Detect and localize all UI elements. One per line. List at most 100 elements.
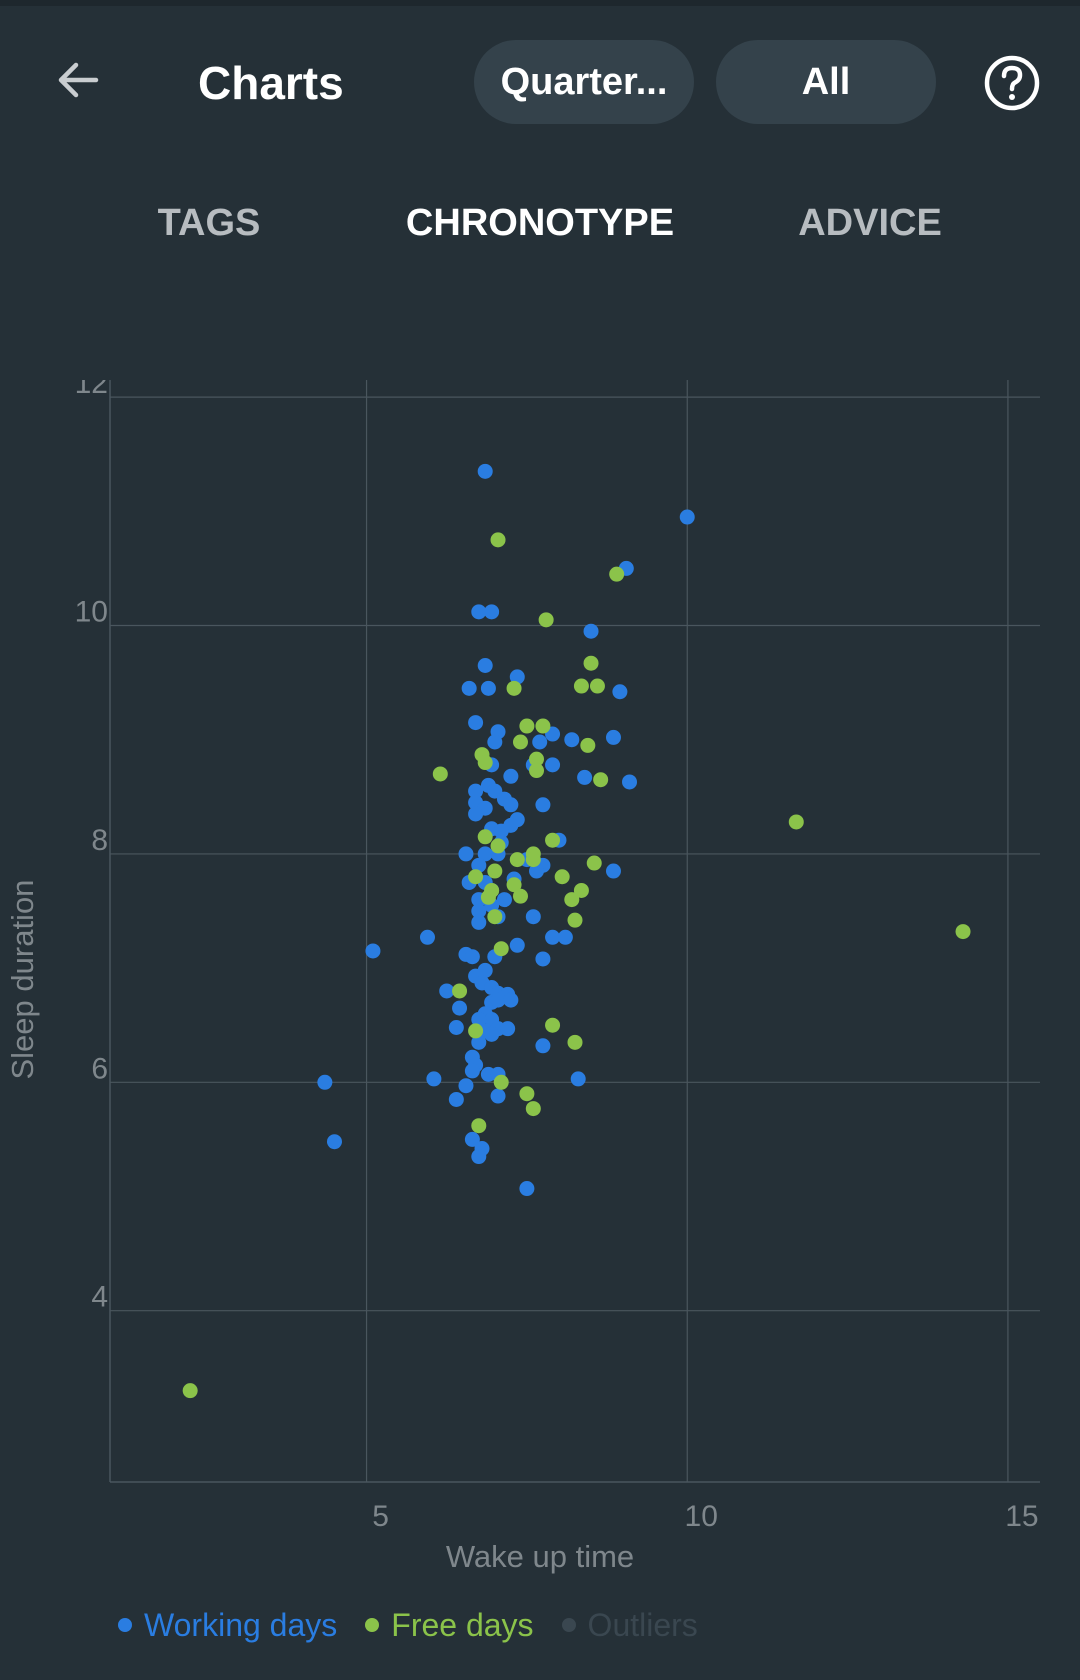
working-day-point — [471, 1149, 487, 1165]
working-day-point — [452, 1000, 468, 1016]
working-day-point — [448, 1019, 464, 1035]
working-day-point — [570, 1071, 586, 1087]
working-day-point — [503, 992, 519, 1008]
working-day-point — [509, 937, 525, 953]
legend-dot-outliers — [561, 1618, 576, 1632]
free-day-point — [512, 734, 528, 750]
legend-label-outliers: Outliers — [587, 1606, 698, 1643]
question-circle-icon — [984, 55, 1040, 111]
page-title: Charts — [198, 57, 344, 109]
free-day-point — [471, 1118, 487, 1134]
working-day-point — [529, 863, 545, 879]
free-day-point — [182, 1383, 198, 1399]
free-day-point — [955, 924, 971, 940]
free-day-point — [493, 941, 509, 957]
working-day-point — [605, 863, 621, 879]
working-day-point — [622, 774, 638, 790]
free-day-point — [487, 863, 503, 879]
free-day-point — [480, 889, 496, 905]
working-day-point — [471, 857, 487, 873]
chronotype-chart: 4 6 8 10 12 5 10 15 Wake up time Sleep duration — [0, 367, 1080, 1580]
working-day-point — [317, 1074, 333, 1090]
legend-item-working[interactable]: Working days — [118, 1607, 337, 1644]
scatter-plot: 4 6 8 10 12 5 10 15 Wake up time Sleep duration — [5, 367, 1040, 1574]
working-day-point — [464, 1063, 480, 1079]
free-day-point — [512, 888, 528, 904]
free-day-point — [529, 763, 545, 779]
working-day-point — [577, 769, 593, 785]
free-day-point — [490, 838, 506, 854]
working-day-point — [468, 783, 484, 799]
free-day-point — [487, 909, 503, 925]
working-day-point — [605, 729, 621, 745]
y-tick-label: 4 — [91, 1281, 108, 1314]
free-day-point — [583, 655, 599, 671]
working-day-point — [557, 929, 573, 945]
working-day-point — [439, 983, 455, 999]
x-tick-label: 5 — [372, 1500, 389, 1533]
working-day-point — [535, 951, 551, 967]
free-day-point — [477, 829, 493, 845]
working-day-point — [535, 797, 551, 813]
free-day-point — [586, 855, 602, 871]
working-day-point — [365, 943, 381, 959]
free-day-point — [567, 1034, 583, 1050]
working-day-point — [503, 768, 519, 784]
tab-tags[interactable]: TAGS — [157, 202, 261, 244]
working-day-point — [519, 1181, 535, 1197]
working-day-point — [471, 914, 487, 930]
working-day-point — [326, 1134, 342, 1150]
y-axis-title: Sleep duration — [5, 880, 40, 1080]
free-day-point — [509, 852, 525, 868]
tab-advice[interactable]: ADVICE — [798, 202, 942, 244]
working-day-point — [487, 734, 503, 750]
working-day-point — [468, 715, 484, 731]
free-day-point — [477, 755, 493, 771]
chart-legend: Working days Free days Outliers — [118, 1605, 726, 1645]
working-day-point — [564, 732, 580, 748]
free-day-point — [538, 612, 554, 628]
working-day-point — [496, 892, 512, 908]
working-day-point — [448, 1091, 464, 1107]
working-day-point — [477, 846, 493, 862]
working-day-point — [464, 1131, 480, 1147]
working-day-point — [468, 806, 484, 822]
free-day-point — [506, 877, 522, 893]
x-tick-label: 10 — [685, 1500, 718, 1533]
working-day-point — [493, 823, 509, 839]
legend-item-free[interactable]: Free days — [365, 1606, 534, 1644]
period-selector[interactable]: Quarter... — [474, 40, 694, 124]
legend-dot-free — [365, 1618, 380, 1632]
working-day-point — [484, 604, 500, 620]
free-day-point — [573, 678, 589, 694]
status-strip — [0, 0, 1080, 6]
free-day-point — [589, 678, 605, 694]
working-day-point — [545, 757, 561, 773]
working-day-point — [471, 903, 487, 919]
tab-chronotype[interactable]: CHRONOTYPE — [405, 202, 675, 244]
legend-item-outliers[interactable]: Outliers — [561, 1606, 698, 1644]
free-day-point — [490, 532, 506, 548]
working-day-point — [461, 680, 477, 696]
free-day-point — [493, 1074, 509, 1090]
working-day-point — [477, 657, 493, 673]
tab-bar: TAGS CHRONOTYPE ADVICE — [0, 190, 1080, 270]
back-button[interactable] — [50, 52, 106, 108]
help-button[interactable] — [983, 54, 1041, 112]
free-day-point — [468, 1023, 484, 1039]
legend-label-working: Working days — [144, 1606, 338, 1643]
working-day-point — [484, 1026, 500, 1042]
working-day-point — [477, 463, 493, 479]
free-day-point — [609, 566, 625, 582]
working-day-point — [612, 684, 628, 700]
free-day-point — [580, 737, 596, 753]
free-day-point — [554, 869, 570, 885]
legend-label-free: Free days — [391, 1606, 534, 1643]
free-day-point — [468, 869, 484, 885]
working-day-point — [490, 1088, 506, 1104]
working-day-point — [426, 1071, 442, 1087]
working-day-point — [583, 623, 599, 639]
working-day-point — [532, 734, 548, 750]
day-filter-selector[interactable]: All — [716, 40, 936, 124]
free-day-point — [593, 772, 609, 788]
